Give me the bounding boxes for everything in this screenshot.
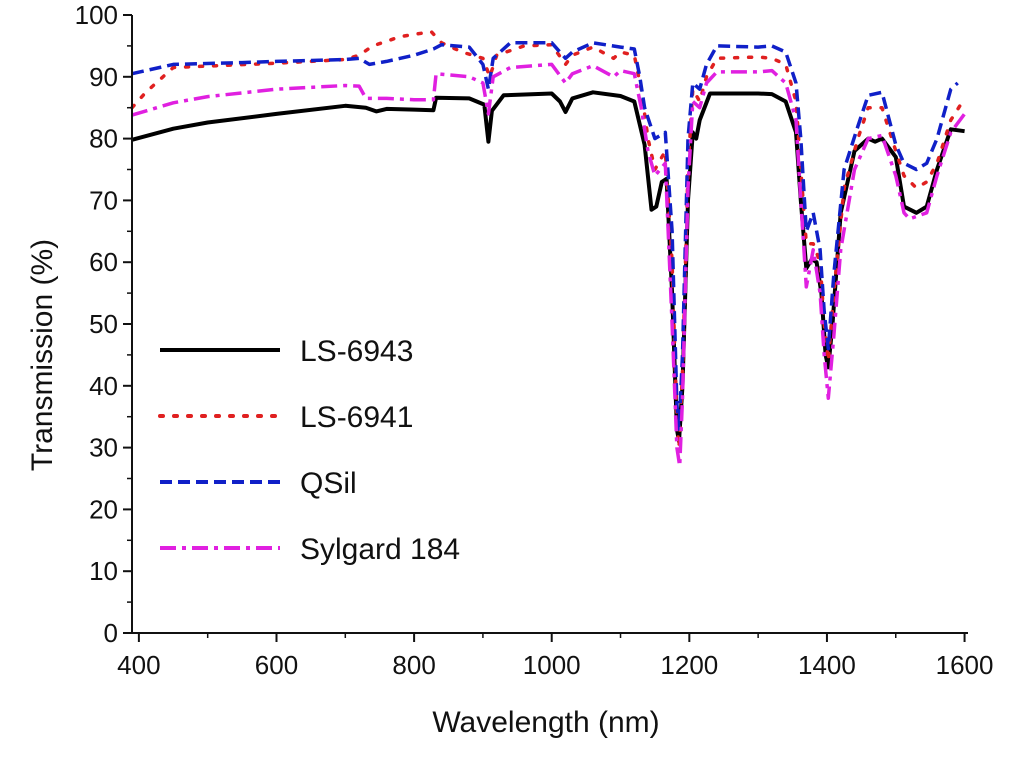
y-tick-label: 0 [104, 618, 118, 648]
x-tick-label: 1600 [936, 650, 994, 680]
legend-label: LS-6941 [300, 401, 413, 434]
x-tick-label: 600 [255, 650, 298, 680]
series-line-qsil [131, 41, 959, 431]
y-tick-label: 20 [89, 494, 118, 524]
y-tick-label: 100 [75, 0, 118, 30]
series-line-sylgard-184 [131, 62, 967, 468]
x-tick-label: 1400 [798, 650, 856, 680]
axes: 400 600 800 1000 1200 1400 1600 0 10 20 30 40 50 60 70… [75, 0, 994, 680]
x-tick-label: 1200 [660, 650, 718, 680]
y-tick-label: 30 [89, 433, 118, 463]
x-tick-label: 1000 [523, 650, 581, 680]
y-tick-label: 50 [89, 309, 118, 339]
legend-label: QSil [300, 467, 357, 500]
plot-frame [132, 15, 968, 633]
legend-label: LS-6943 [300, 335, 413, 368]
plot-area [130, 29, 967, 468]
series-layer [130, 29, 967, 468]
x-tick-label: 800 [392, 650, 435, 680]
x-axis-title: Wavelength (nm) [432, 706, 659, 739]
y-tick-label: 60 [89, 247, 118, 277]
x-tick-label: 400 [117, 650, 160, 680]
y-axis-title: Transmission (%) [26, 239, 59, 471]
y-tick-label: 10 [89, 556, 118, 586]
y-tick-label: 70 [89, 185, 118, 215]
legend-label: Sylgard 184 [300, 533, 460, 566]
y-tick-label: 40 [89, 371, 118, 401]
y-tick-label: 80 [89, 124, 118, 154]
y-tick-label: 90 [89, 62, 118, 92]
legend: LS-6943 LS-6941 QSil Sylgard 184 [158, 335, 460, 566]
